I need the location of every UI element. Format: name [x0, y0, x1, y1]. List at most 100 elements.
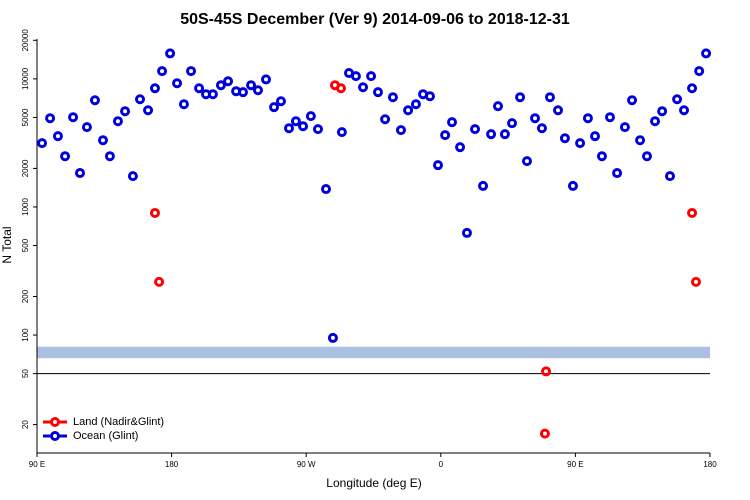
legend-marker [50, 431, 60, 441]
data-point [305, 111, 316, 122]
y-tick-label: 2000 [21, 159, 30, 177]
data-point [194, 83, 205, 94]
data-point [157, 66, 168, 77]
shaded-band [37, 346, 710, 359]
data-point [97, 135, 108, 146]
data-point [81, 122, 92, 133]
legend-label: Land (Nadir&Glint) [73, 416, 164, 428]
data-point [544, 92, 555, 103]
data-point [687, 83, 698, 94]
data-point [627, 95, 638, 106]
data-point [112, 116, 123, 127]
data-point [120, 106, 131, 117]
data-point [641, 151, 652, 162]
data-point [424, 91, 435, 102]
data-point [478, 180, 489, 191]
data-point [89, 95, 100, 106]
data-point [575, 138, 586, 149]
y-tick-label: 5000 [21, 108, 30, 126]
data-point [619, 122, 630, 133]
x-tick-label: 90 E [567, 460, 583, 469]
data-point [690, 276, 701, 287]
data-point [127, 171, 138, 182]
data-point [380, 114, 391, 125]
data-point [679, 105, 690, 116]
data-point [186, 66, 197, 77]
data-point [143, 105, 154, 116]
y-tick-label: 1000 [21, 198, 30, 216]
data-point [440, 130, 451, 141]
data-point [387, 92, 398, 103]
data-point [372, 87, 383, 98]
data-point [447, 117, 458, 128]
data-point [536, 123, 547, 134]
data-point [358, 82, 369, 93]
data-point [45, 113, 56, 124]
data-point [553, 105, 564, 116]
data-point [635, 135, 646, 146]
data-point [172, 78, 183, 89]
data-point [612, 168, 623, 179]
data-point [261, 74, 272, 85]
data-point [74, 168, 85, 179]
data-point [701, 48, 712, 59]
data-point [366, 71, 377, 82]
data-point [68, 112, 79, 123]
data-point [539, 428, 550, 439]
data-point [165, 48, 176, 59]
data-point [499, 129, 510, 140]
data-point [284, 123, 295, 134]
y-axis-label: N Total [0, 226, 14, 263]
data-point [298, 121, 309, 132]
data-point [470, 124, 481, 135]
data-point [269, 102, 280, 113]
data-point [530, 113, 541, 124]
data-point [455, 142, 466, 153]
data-point [596, 151, 607, 162]
data-point [223, 76, 234, 87]
data-point [657, 106, 668, 117]
data-point [104, 151, 115, 162]
data-point [275, 96, 286, 107]
legend-label: Ocean (Glint) [73, 430, 138, 442]
data-point [672, 94, 683, 105]
y-tick-label: 20000 [21, 29, 30, 52]
data-point [687, 207, 698, 218]
data-point [486, 129, 497, 140]
x-tick-label: 180 [165, 460, 179, 469]
x-tick-label: 90 E [29, 460, 45, 469]
data-point [207, 89, 218, 100]
data-point [650, 116, 661, 127]
y-tick-label: 50 [21, 369, 30, 378]
x-tick-label: 180 [703, 460, 717, 469]
data-point [178, 99, 189, 110]
y-tick-label: 10000 [21, 67, 30, 90]
data-point [664, 171, 675, 182]
data-point [541, 366, 552, 377]
legend-marker [50, 417, 60, 427]
data-point [238, 87, 249, 98]
x-tick-label: 0 [439, 460, 444, 469]
y-tick-label: 100 [21, 328, 30, 342]
data-point [335, 83, 346, 94]
y-tick-label: 500 [21, 238, 30, 252]
data-point [37, 138, 48, 149]
data-point [515, 92, 526, 103]
data-point [60, 151, 71, 162]
data-point [350, 71, 361, 82]
data-point [567, 180, 578, 191]
data-point [290, 116, 301, 127]
data-point [215, 80, 226, 91]
data-point [521, 156, 532, 167]
data-point [252, 85, 263, 96]
data-point [154, 276, 165, 287]
data-point [559, 133, 570, 144]
data-point [694, 66, 705, 77]
data-point [403, 105, 414, 116]
data-point [321, 184, 332, 195]
x-axis-label: Longitude (deg E) [326, 476, 421, 490]
data-point [135, 94, 146, 105]
y-tick-label: 20 [21, 420, 30, 429]
data-point [52, 131, 63, 142]
